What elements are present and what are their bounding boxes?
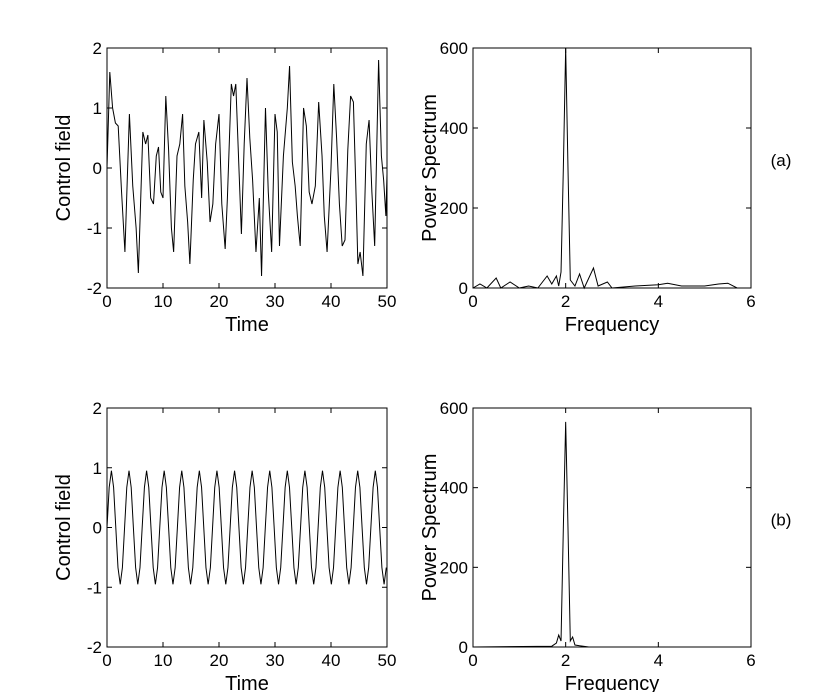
x-tick-label: 10 bbox=[154, 651, 173, 670]
data-line bbox=[106, 470, 387, 585]
plot-frame bbox=[472, 47, 752, 289]
x-tick-label: 30 bbox=[266, 292, 285, 311]
y-tick-label: 0 bbox=[459, 638, 468, 657]
x-axis-label: Time bbox=[225, 673, 269, 692]
y-tick-label: 1 bbox=[93, 459, 102, 478]
y-tick-label: 0 bbox=[93, 159, 102, 178]
data-line bbox=[472, 421, 751, 648]
x-tick-label: 50 bbox=[378, 651, 397, 670]
x-tick-label: 2 bbox=[561, 651, 570, 670]
x-tick-label: 10 bbox=[154, 292, 173, 311]
x-axis-label: Frequency bbox=[565, 673, 660, 692]
y-tick-label: -1 bbox=[87, 219, 102, 238]
y-tick-label: -2 bbox=[87, 638, 102, 657]
y-tick-label: 0 bbox=[459, 279, 468, 298]
x-tick-label: 0 bbox=[102, 292, 111, 311]
y-tick-label: 400 bbox=[440, 119, 468, 138]
y-tick-label: 400 bbox=[440, 479, 468, 498]
x-tick-label: 6 bbox=[746, 292, 755, 311]
plot-frame bbox=[472, 407, 752, 648]
x-tick-label: 4 bbox=[654, 292, 663, 311]
x-tick-label: 0 bbox=[102, 651, 111, 670]
y-tick-label: 1 bbox=[93, 99, 102, 118]
panel-label: (b) bbox=[771, 511, 792, 530]
y-tick-label: 2 bbox=[93, 39, 102, 58]
x-tick-label: 50 bbox=[378, 292, 397, 311]
y-tick-label: 0 bbox=[93, 519, 102, 538]
data-line bbox=[472, 47, 751, 290]
y-tick-label: -1 bbox=[87, 578, 102, 597]
x-axis-label: Time bbox=[225, 314, 269, 336]
y-tick-label: 600 bbox=[440, 399, 468, 418]
x-tick-label: 20 bbox=[210, 292, 229, 311]
y-tick-label: 600 bbox=[440, 39, 468, 58]
data-line bbox=[106, 59, 388, 277]
y-axis-label: Power Spectrum bbox=[419, 94, 441, 242]
y-axis-label: Control field bbox=[53, 474, 75, 581]
x-tick-label: 2 bbox=[561, 292, 570, 311]
x-tick-label: 0 bbox=[468, 292, 477, 311]
x-axis-label: Frequency bbox=[565, 314, 660, 336]
x-tick-label: 20 bbox=[210, 651, 229, 670]
x-tick-label: 4 bbox=[654, 651, 663, 670]
y-tick-label: -2 bbox=[87, 279, 102, 298]
y-axis-label: Control field bbox=[53, 115, 75, 222]
x-tick-label: 0 bbox=[468, 651, 477, 670]
x-tick-label: 6 bbox=[746, 651, 755, 670]
y-tick-label: 2 bbox=[93, 399, 102, 418]
x-tick-label: 40 bbox=[322, 651, 341, 670]
y-axis-label: Power Spectrum bbox=[419, 454, 441, 602]
x-tick-label: 40 bbox=[322, 292, 341, 311]
panel-label: (a) bbox=[771, 151, 792, 170]
y-tick-label: 200 bbox=[440, 558, 468, 577]
y-tick-label: 200 bbox=[440, 199, 468, 218]
x-tick-label: 30 bbox=[266, 651, 285, 670]
